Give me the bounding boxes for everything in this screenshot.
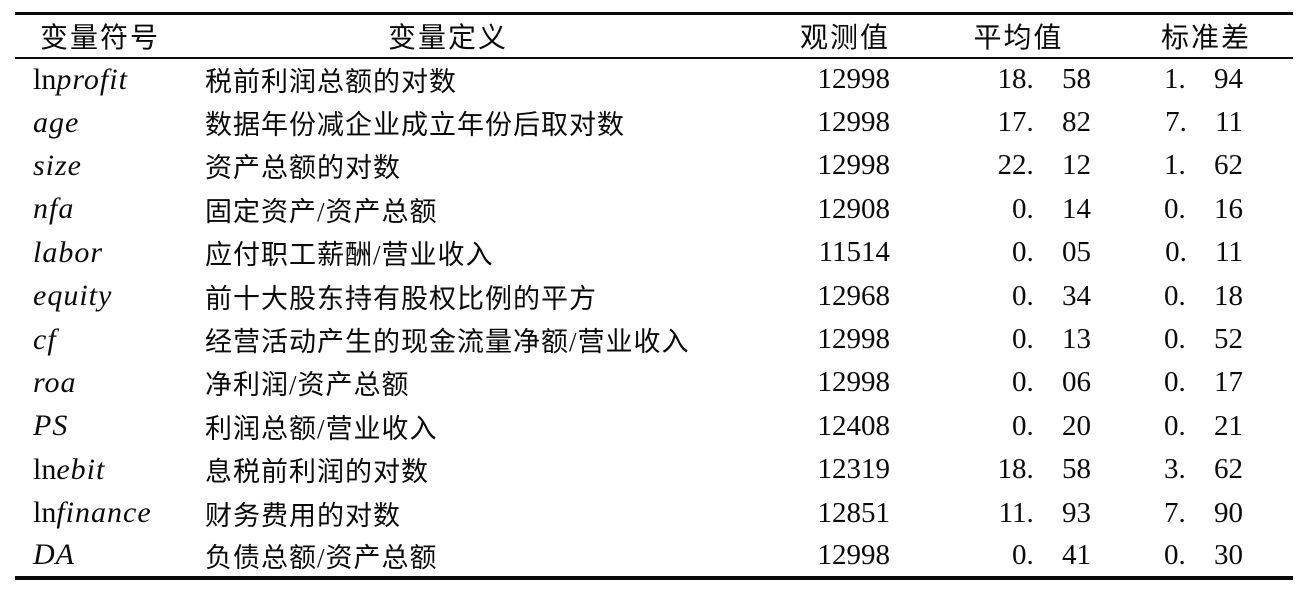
cell-observations: 12851: [817, 496, 891, 529]
cell-stddev: 7. 90: [1164, 496, 1243, 529]
symbol-italic-name: finance: [56, 496, 152, 530]
cell-stddev: 0. 30: [1164, 538, 1243, 571]
cell-mean: 18. 58: [997, 453, 1092, 486]
column-header-definition: 变量定义: [387, 22, 508, 54]
column-header-symbol: 变量符号: [39, 22, 160, 54]
cell-stddev: 7. 11: [1165, 106, 1243, 139]
table-row: age 数据年份减企业成立年份后取对数 12998 17. 82 7. 11: [15, 101, 1293, 144]
symbol-italic-name: DA: [33, 538, 75, 572]
symbol-italic-name: roa: [33, 365, 77, 399]
cell-variable-symbol: size: [15, 144, 185, 187]
cell-observations: 12998: [817, 366, 891, 399]
cell-stddev: 1. 94: [1164, 63, 1243, 96]
cell-variable-symbol: age: [15, 101, 185, 144]
column-header-observations: 观测值: [799, 22, 890, 54]
cell-variable-definition: 资产总额的对数: [205, 153, 401, 184]
cell-variable-definition: 应付职工薪酬/营业收入: [205, 240, 494, 271]
cell-stddev: 1. 62: [1164, 149, 1243, 182]
cell-observations: 12968: [817, 279, 891, 312]
cell-variable-symbol: PS: [15, 405, 185, 448]
cell-mean: 18. 58: [997, 63, 1092, 96]
cell-mean: 0. 06: [1012, 366, 1091, 399]
cell-stddev: 0. 17: [1164, 366, 1243, 399]
cell-variable-symbol: cf: [15, 318, 185, 361]
cell-observations: 12319: [817, 453, 891, 486]
cell-stddev: 0. 52: [1164, 323, 1243, 356]
cell-variable-symbol: lnfinance: [15, 491, 185, 534]
cell-stddev: 0. 18: [1164, 279, 1243, 312]
cell-variable-symbol: nfa: [15, 188, 185, 231]
symbol-italic-name: profit: [56, 62, 128, 96]
cell-variable-definition: 利润总额/营业收入: [205, 413, 438, 444]
symbol-roman-prefix: ln: [33, 62, 57, 96]
table-row: labor 应付职工薪酬/营业收入 11514 0. 05 0. 11: [15, 231, 1293, 274]
cell-stddev: 0. 11: [1165, 236, 1243, 269]
cell-variable-symbol: lnebit: [15, 448, 185, 491]
cell-stddev: 3. 62: [1164, 453, 1243, 486]
cell-mean: 0. 20: [1012, 409, 1091, 442]
cell-mean: 0. 13: [1012, 323, 1091, 356]
cell-observations: 12998: [817, 538, 891, 571]
cell-observations: 11514: [818, 236, 890, 269]
cell-variable-definition: 财务费用的对数: [205, 500, 401, 531]
cell-variable-symbol: labor: [15, 231, 185, 274]
cell-variable-definition: 净利润/资产总额: [205, 370, 410, 401]
cell-variable-definition: 负债总额/资产总额: [205, 542, 438, 573]
header-row: 变量符号 变量定义 观测值 平均值 标准差: [15, 14, 1293, 58]
table-row: DA 负债总额/资产总额 12998 0. 41 0. 30: [15, 535, 1293, 578]
cell-variable-definition: 固定资产/资产总额: [205, 196, 438, 227]
table-row: cf 经营活动产生的现金流量净额/营业收入 12998 0. 13 0. 52: [15, 318, 1293, 361]
cell-mean: 22. 12: [997, 149, 1092, 182]
table-row: lnebit 息税前利润的对数 12319 18. 58 3. 62: [15, 448, 1293, 491]
cell-mean: 0. 14: [1012, 192, 1091, 225]
symbol-roman-prefix: ln: [33, 452, 57, 486]
cell-mean: 0. 41: [1012, 538, 1091, 571]
cell-variable-symbol: equity: [15, 274, 185, 317]
table-row: nfa 固定资产/资产总额 12908 0. 14 0. 16: [15, 188, 1293, 231]
cell-observations: 12998: [817, 63, 891, 96]
cell-mean: 11. 93: [998, 496, 1091, 529]
table-row: equity 前十大股东持有股权比例的平方 12968 0. 34 0. 18: [15, 274, 1293, 317]
symbol-italic-name: nfa: [33, 192, 75, 226]
table-row: PS 利润总额/营业收入 12408 0. 20 0. 21: [15, 405, 1293, 448]
cell-variable-definition: 前十大股东持有股权比例的平方: [205, 283, 597, 314]
symbol-roman-prefix: ln: [33, 496, 57, 530]
column-header-stddev: 标准差: [1160, 22, 1251, 54]
table-row: lnprofit 税前利润总额的对数 12998 18. 58 1. 94: [15, 58, 1293, 101]
table-row: size 资产总额的对数 12998 22. 12 1. 62: [15, 144, 1293, 187]
cell-observations: 12998: [817, 106, 891, 139]
cell-variable-symbol: DA: [15, 535, 185, 578]
summary-statistics-table: 变量符号 变量定义 观测值 平均值 标准差 lnprofit 税前利润总额的对数…: [15, 12, 1293, 581]
cell-variable-definition: 息税前利润的对数: [205, 457, 429, 488]
cell-observations: 12998: [817, 323, 891, 356]
cell-mean: 17. 82: [997, 106, 1092, 139]
cell-variable-symbol: lnprofit: [15, 58, 185, 101]
table-body: lnprofit 税前利润总额的对数 12998 18. 58 1. 94 ag…: [15, 58, 1293, 579]
cell-observations: 12908: [817, 192, 891, 225]
symbol-italic-name: size: [33, 148, 82, 182]
symbol-italic-name: labor: [33, 235, 104, 269]
symbol-italic-name: age: [33, 105, 80, 139]
cell-stddev: 0. 21: [1164, 409, 1243, 442]
column-header-mean: 平均值: [973, 22, 1064, 54]
cell-observations: 12998: [817, 149, 891, 182]
cell-mean: 0. 05: [1012, 236, 1091, 269]
table-row: lnfinance 财务费用的对数 12851 11. 93 7. 90: [15, 491, 1293, 534]
cell-variable-definition: 数据年份减企业成立年份后取对数: [205, 110, 625, 141]
cell-mean: 0. 34: [1012, 279, 1091, 312]
symbol-italic-name: ebit: [56, 452, 106, 486]
cell-variable-definition: 经营活动产生的现金流量净额/营业收入: [205, 327, 690, 358]
cell-variable-definition: 税前利润总额的对数: [205, 67, 457, 98]
symbol-italic-name: cf: [33, 322, 57, 356]
symbol-italic-name: equity: [33, 279, 113, 313]
cell-variable-symbol: roa: [15, 361, 185, 404]
symbol-italic-name: PS: [33, 409, 69, 443]
cell-stddev: 0. 16: [1164, 192, 1243, 225]
table-header: 变量符号 变量定义 观测值 平均值 标准差: [15, 14, 1293, 58]
table-row: roa 净利润/资产总额 12998 0. 06 0. 17: [15, 361, 1293, 404]
cell-observations: 12408: [817, 409, 891, 442]
